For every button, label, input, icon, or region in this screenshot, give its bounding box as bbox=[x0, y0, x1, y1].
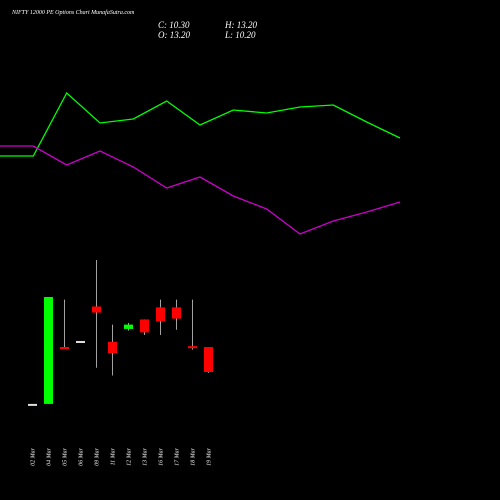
low-label: L: 10.20 bbox=[224, 30, 256, 40]
candle-body bbox=[188, 346, 197, 349]
line-series bbox=[0, 145, 401, 235]
open-label: O: 13.20 bbox=[158, 30, 190, 40]
candle-body bbox=[204, 347, 213, 373]
high-label: H: 13.20 bbox=[224, 20, 257, 30]
candle-body bbox=[44, 297, 53, 404]
line-series bbox=[0, 91, 401, 157]
candle-body bbox=[76, 340, 85, 343]
x-tick-label: 17 Mar bbox=[175, 447, 181, 465]
candle-body bbox=[92, 306, 101, 313]
close-label: C: 10.30 bbox=[158, 20, 190, 30]
candle-body bbox=[172, 307, 181, 319]
candle-body bbox=[28, 403, 37, 406]
x-tick-label: 09 Mar bbox=[95, 447, 101, 465]
x-tick-label: 18 Mar bbox=[191, 447, 197, 465]
x-tick-label: 02 Mar bbox=[31, 447, 37, 465]
x-tick-label: 11 Mar bbox=[111, 447, 117, 465]
x-tick-label: 16 Mar bbox=[159, 447, 165, 465]
candle-body bbox=[140, 319, 149, 333]
x-tick-label: 05 Mar bbox=[63, 447, 69, 465]
candle-body bbox=[108, 341, 117, 354]
x-tick-label: 04 Mar bbox=[46, 447, 53, 465]
x-tick-label: 13 Mar bbox=[143, 447, 149, 465]
x-tick-label: 12 Mar bbox=[127, 447, 133, 465]
candle-body bbox=[156, 307, 165, 322]
x-tick-label: 06 Mar bbox=[79, 447, 85, 465]
candle-body bbox=[60, 347, 69, 350]
x-tick-label: 19 Mar bbox=[207, 447, 213, 465]
chart-title: NIFTY 12000 PE Options Chart MunafaSutra… bbox=[11, 9, 135, 16]
candle-body bbox=[124, 324, 133, 329]
